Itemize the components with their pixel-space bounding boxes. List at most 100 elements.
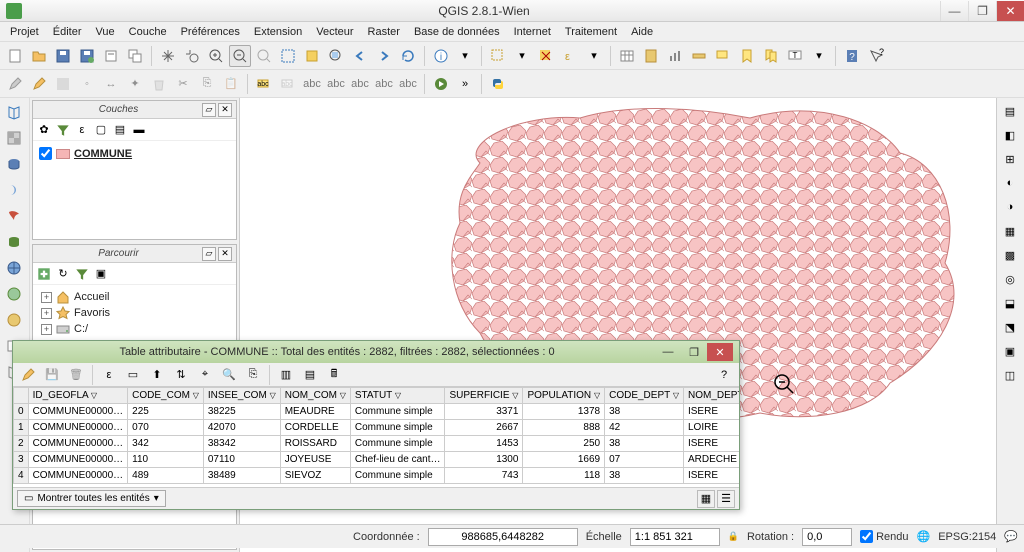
menu-item[interactable]: Traitement — [559, 24, 623, 40]
r-tool-10-icon[interactable]: ⬔ — [999, 316, 1021, 338]
menu-item[interactable]: Vue — [90, 24, 121, 40]
minimize-button[interactable]: — — [940, 1, 968, 21]
help-icon[interactable]: ? — [841, 45, 863, 67]
attr-zoom-to-icon[interactable]: 🔍 — [218, 364, 240, 386]
delete-selected-icon[interactable] — [148, 73, 170, 95]
zoom-out-icon[interactable] — [229, 45, 251, 67]
label-move-icon[interactable]: abc — [349, 73, 371, 95]
open-attribute-table-icon[interactable] — [616, 45, 638, 67]
text-annotation-icon[interactable]: T — [784, 45, 806, 67]
layer-expression-icon[interactable]: ε — [73, 121, 91, 139]
expander-icon[interactable]: + — [41, 308, 52, 319]
r-tool-2-icon[interactable]: ◧ — [999, 124, 1021, 146]
table-row[interactable]: 4COMMUNE00000…48938489SIEVOZCommune simp… — [14, 468, 740, 484]
attr-delete-icon[interactable]: 🗑 — [65, 364, 87, 386]
zoom-full-icon[interactable] — [277, 45, 299, 67]
table-row[interactable]: 3COMMUNE00000…11007110JOYEUSEChef-lieu d… — [14, 452, 740, 468]
add-vector-icon[interactable] — [2, 100, 26, 124]
expander-icon[interactable]: + — [41, 292, 52, 303]
layer-filter-icon[interactable] — [54, 121, 72, 139]
identify-icon[interactable]: i — [430, 45, 452, 67]
column-header[interactable]: INSEE_COM ▽ — [203, 388, 280, 404]
add-oracle-icon[interactable] — [2, 230, 26, 254]
layers-close-icon[interactable]: ✕ — [218, 103, 232, 117]
composer-manager-icon[interactable] — [124, 45, 146, 67]
whats-this-icon[interactable]: ? — [865, 45, 887, 67]
attr-invert-icon[interactable]: ⇅ — [170, 364, 192, 386]
new-project-icon[interactable] — [4, 45, 26, 67]
python-console-icon[interactable] — [487, 73, 509, 95]
zoom-last-icon[interactable] — [349, 45, 371, 67]
label-highlight-icon[interactable]: abc — [277, 73, 299, 95]
identify-dropdown-icon[interactable]: ▾ — [454, 45, 476, 67]
toggle-editing-icon[interactable] — [28, 73, 50, 95]
layers-undock-icon[interactable]: ▱ — [202, 103, 216, 117]
epsg-label[interactable]: EPSG:2154 — [938, 531, 996, 543]
table-row[interactable]: 1COMMUNE00000…07042070CORDELLECommune si… — [14, 420, 740, 436]
table-view-icon[interactable]: ▦ — [697, 490, 715, 508]
r-tool-6-icon[interactable]: ▦ — [999, 220, 1021, 242]
select-expression-icon[interactable]: ε — [559, 45, 581, 67]
attr-select-expr-icon[interactable]: ε — [98, 364, 120, 386]
layer-remove-icon[interactable]: ▬ — [130, 121, 148, 139]
zoom-to-layer-icon[interactable] — [325, 45, 347, 67]
open-project-icon[interactable] — [28, 45, 50, 67]
select-icon[interactable] — [487, 45, 509, 67]
r-tool-5-icon[interactable]: ◑ — [999, 196, 1021, 218]
zoom-native-icon[interactable] — [253, 45, 275, 67]
refresh-icon[interactable] — [397, 45, 419, 67]
r-tool-7-icon[interactable]: ▩ — [999, 244, 1021, 266]
menu-item[interactable]: Éditer — [47, 24, 88, 40]
add-postgis-icon[interactable] — [2, 152, 26, 176]
attr-help-icon[interactable]: ? — [713, 364, 735, 386]
add-raster-icon[interactable] — [2, 126, 26, 150]
add-spatialite-icon[interactable] — [2, 178, 26, 202]
paste-features-icon[interactable]: 📋 — [220, 73, 242, 95]
statistics-icon[interactable] — [664, 45, 686, 67]
expander-icon[interactable]: + — [41, 324, 52, 335]
menu-item[interactable]: Raster — [362, 24, 406, 40]
zoom-to-selection-icon[interactable] — [301, 45, 323, 67]
attr-move-top-icon[interactable]: ⬆ — [146, 364, 168, 386]
column-header[interactable]: CODE_DEPT ▽ — [605, 388, 684, 404]
add-mssql-icon[interactable] — [2, 204, 26, 228]
bookmarks-icon[interactable] — [760, 45, 782, 67]
pan-to-selection-icon[interactable] — [181, 45, 203, 67]
browser-undock-icon[interactable]: ▱ — [202, 247, 216, 261]
label-rotate-icon[interactable]: abc — [373, 73, 395, 95]
r-tool-1-icon[interactable]: ▤ — [999, 100, 1021, 122]
layer-item[interactable]: COMMUNE — [37, 145, 232, 162]
menu-item[interactable]: Vecteur — [310, 24, 359, 40]
attribute-table-grid[interactable]: ID_GEOFLA ▽CODE_COM ▽INSEE_COM ▽NOM_COM … — [13, 387, 739, 487]
browser-filter-icon[interactable] — [73, 265, 91, 283]
column-header[interactable]: SUPERFICIE ▽ — [445, 388, 523, 404]
menu-item[interactable]: Préférences — [175, 24, 246, 40]
r-tool-9-icon[interactable]: ⬓ — [999, 292, 1021, 314]
browser-tree-item[interactable]: +Favoris — [37, 305, 232, 321]
layer-group-icon[interactable]: ▤ — [111, 121, 129, 139]
cut-features-icon[interactable]: ✂ — [172, 73, 194, 95]
label-change-icon[interactable]: abc — [397, 73, 419, 95]
column-header[interactable]: NOM_DEPT ▽ — [683, 388, 739, 404]
add-wms-icon[interactable] — [2, 256, 26, 280]
plugin-run-icon[interactable] — [430, 73, 452, 95]
select-dropdown-icon[interactable]: ▾ — [511, 45, 533, 67]
attr-delete-column-icon[interactable]: ▤ — [299, 364, 321, 386]
layer-style-icon[interactable]: ✿ — [35, 121, 53, 139]
layer-expand-icon[interactable]: ▢ — [92, 121, 110, 139]
attr-field-calc-icon[interactable]: 🖩 — [323, 364, 345, 386]
browser-tree-item[interactable]: +Accueil — [37, 289, 232, 305]
add-feature-icon[interactable]: ◦ — [76, 73, 98, 95]
menu-item[interactable]: Projet — [4, 24, 45, 40]
column-header[interactable]: ID_GEOFLA ▽ — [28, 388, 128, 404]
label-pin-icon[interactable]: abc — [301, 73, 323, 95]
scale-input[interactable] — [630, 528, 720, 546]
browser-collapse-icon[interactable]: ▣ — [92, 265, 110, 283]
r-tool-4-icon[interactable]: ◐ — [999, 172, 1021, 194]
maximize-button[interactable]: ❐ — [968, 1, 996, 21]
menu-item[interactable]: Internet — [508, 24, 557, 40]
browser-add-icon[interactable] — [35, 265, 53, 283]
label-show-icon[interactable]: abc — [325, 73, 347, 95]
layer-visibility-checkbox[interactable] — [39, 147, 52, 160]
save-edits-icon[interactable] — [52, 73, 74, 95]
